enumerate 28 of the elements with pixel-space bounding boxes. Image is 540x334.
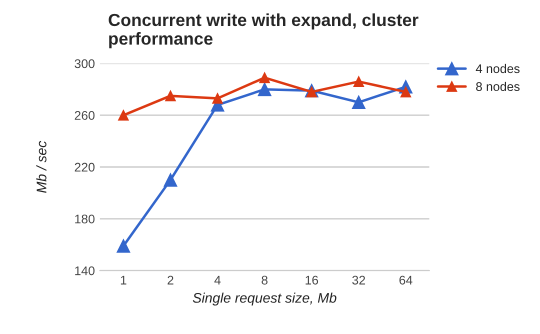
y-axis-title: Mb / sec: [36, 140, 46, 193]
point: [164, 173, 178, 187]
y-tick-label: 220: [74, 162, 95, 172]
point: [400, 86, 412, 98]
x-axis-title: Single request size, Mb: [192, 292, 336, 306]
x-tick-label: 16: [306, 276, 318, 285]
y-tick-label: 300: [74, 59, 95, 68]
point: [116, 239, 130, 253]
point: [165, 90, 176, 102]
y-tick-label: 180: [75, 214, 95, 224]
point: [212, 93, 223, 104]
point: [259, 72, 270, 84]
point: [352, 96, 366, 110]
point: [118, 110, 129, 121]
legend-label: 4 nodes: [476, 64, 520, 74]
point: [258, 82, 272, 96]
x-tick-label: 64: [399, 276, 412, 285]
legend-label: 8 nodes: [476, 82, 520, 92]
point: [306, 86, 318, 98]
x-tick-label: 2: [168, 276, 174, 284]
chart-title: Concurrent write with expand, cluster performance: [108, 13, 418, 48]
x-tick-label: 1: [120, 276, 126, 284]
y-tick-label: 140: [75, 266, 95, 276]
x-tick-label: 8: [262, 276, 268, 285]
y-tick-label: 260: [74, 111, 95, 120]
x-tick-label: 32: [352, 276, 366, 285]
point: [353, 76, 364, 87]
x-tick-label: 4: [214, 276, 221, 284]
